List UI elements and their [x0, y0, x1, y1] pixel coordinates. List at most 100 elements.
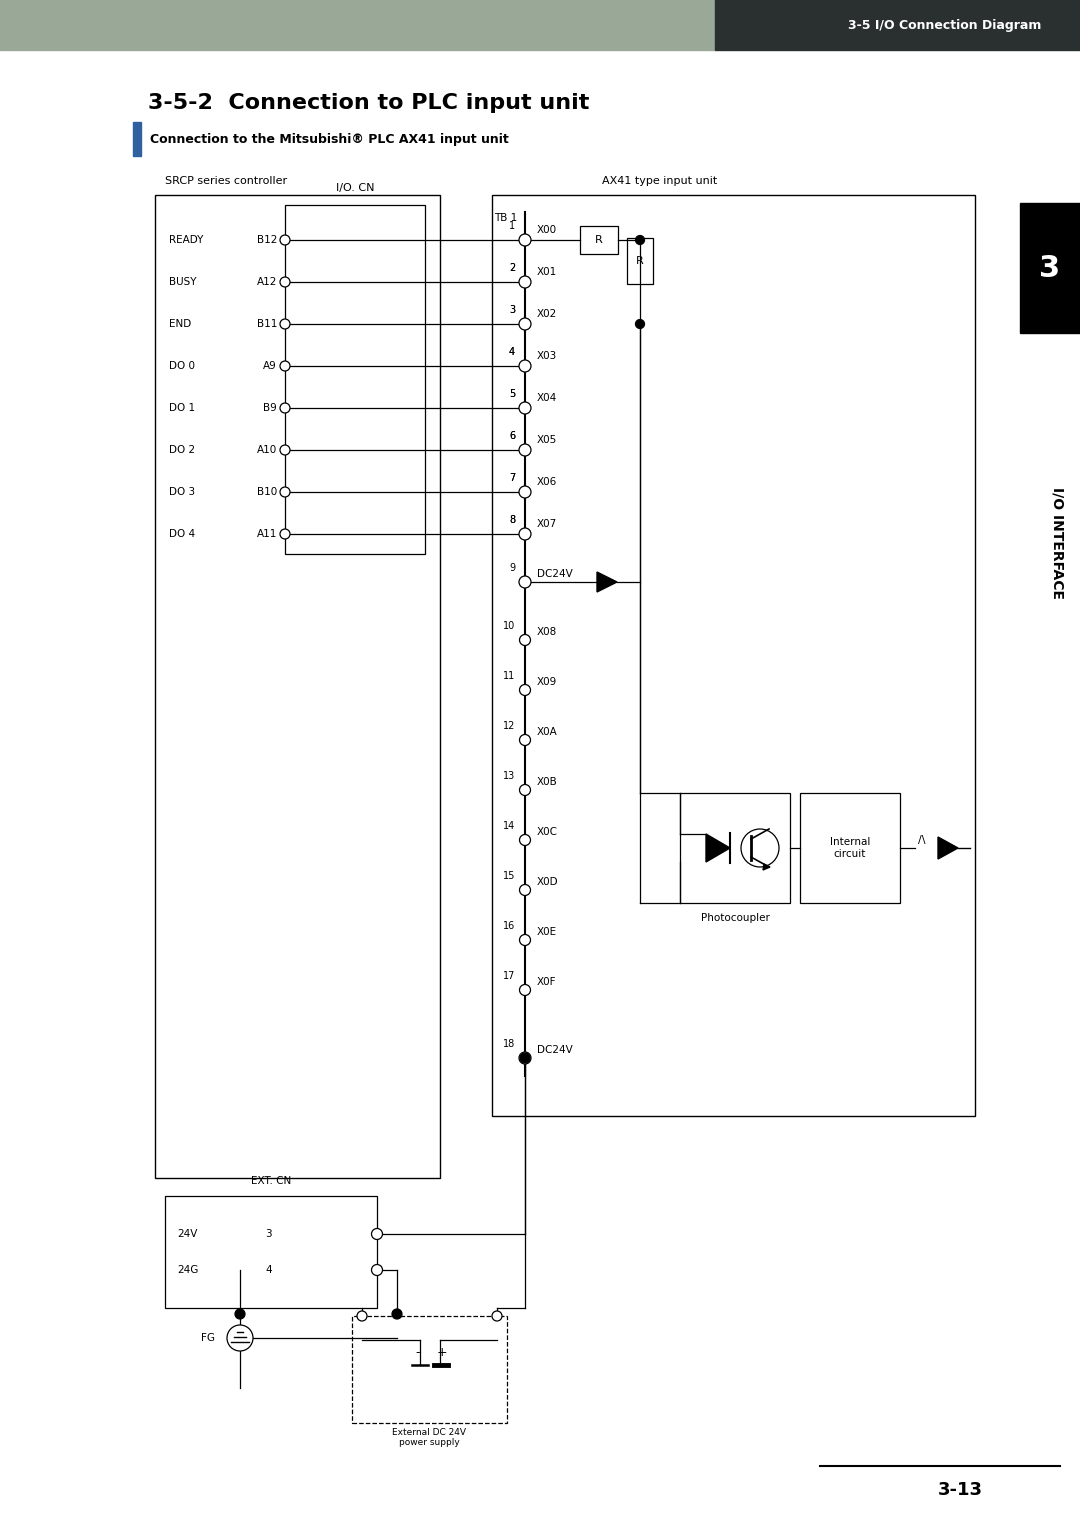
Text: 3: 3: [1039, 254, 1061, 283]
Text: X06: X06: [537, 477, 557, 487]
Circle shape: [519, 277, 531, 287]
Text: A10: A10: [257, 445, 276, 455]
Text: 3-13: 3-13: [937, 1481, 983, 1499]
Bar: [800, 793, 900, 903]
Text: 24G: 24G: [177, 1265, 199, 1274]
Circle shape: [372, 1229, 382, 1239]
Text: 4: 4: [509, 347, 515, 358]
Circle shape: [519, 784, 530, 796]
Text: 17: 17: [502, 970, 515, 981]
Text: 16: 16: [503, 921, 515, 931]
Circle shape: [280, 445, 291, 455]
Circle shape: [519, 885, 530, 895]
Text: 11: 11: [503, 671, 515, 681]
Text: 7: 7: [509, 474, 515, 483]
Circle shape: [280, 319, 291, 329]
Text: X05: X05: [537, 435, 557, 445]
Text: 8: 8: [509, 515, 515, 526]
Circle shape: [519, 445, 531, 455]
Text: 6: 6: [509, 431, 515, 442]
Polygon shape: [762, 863, 770, 869]
Text: X02: X02: [537, 309, 557, 319]
Text: I/O. CN: I/O. CN: [336, 183, 375, 193]
Text: X0E: X0E: [537, 927, 557, 937]
Circle shape: [280, 403, 291, 413]
Bar: [165, 1196, 377, 1308]
Text: External DC 24V
power supply: External DC 24V power supply: [392, 1429, 467, 1447]
Circle shape: [519, 486, 531, 498]
Text: 18: 18: [503, 1039, 515, 1050]
Text: X07: X07: [537, 520, 557, 529]
Text: 10: 10: [503, 620, 515, 631]
Text: FG: FG: [201, 1332, 215, 1343]
Text: BUSY: BUSY: [168, 277, 197, 287]
Circle shape: [280, 487, 291, 497]
Text: B12: B12: [257, 235, 276, 244]
Bar: [352, 1316, 507, 1423]
Circle shape: [635, 235, 645, 244]
Circle shape: [280, 529, 291, 539]
Text: B11: B11: [257, 319, 276, 329]
Bar: [1020, 203, 1080, 333]
Circle shape: [235, 1309, 245, 1319]
Text: 4: 4: [509, 347, 515, 358]
Text: DC24V: DC24V: [537, 1045, 572, 1054]
Circle shape: [392, 1309, 402, 1319]
Polygon shape: [939, 837, 958, 859]
Text: 3-5-2  Connection to PLC input unit: 3-5-2 Connection to PLC input unit: [148, 93, 590, 113]
Bar: [285, 205, 426, 555]
Text: +: +: [436, 1346, 447, 1358]
Circle shape: [280, 277, 291, 287]
Bar: [680, 793, 789, 903]
Text: DO 4: DO 4: [168, 529, 195, 539]
Bar: [580, 226, 618, 254]
Circle shape: [519, 1051, 531, 1063]
Text: 5: 5: [509, 390, 515, 399]
Text: 6: 6: [509, 431, 515, 442]
Text: 15: 15: [502, 871, 515, 882]
Text: A9: A9: [264, 361, 276, 371]
Bar: [715, 0, 1080, 50]
Text: 3: 3: [265, 1229, 272, 1239]
Text: DO 3: DO 3: [168, 487, 195, 497]
Polygon shape: [597, 571, 617, 591]
Circle shape: [519, 529, 531, 539]
Text: A11: A11: [257, 529, 276, 539]
Circle shape: [519, 634, 530, 645]
Bar: [156, 196, 440, 1178]
Text: X0A: X0A: [537, 727, 557, 736]
Text: /\: /\: [918, 834, 926, 845]
Text: 2: 2: [509, 263, 515, 274]
Circle shape: [635, 319, 645, 329]
Text: B9: B9: [264, 403, 276, 413]
Circle shape: [519, 984, 530, 996]
Text: Photocoupler: Photocoupler: [701, 914, 769, 923]
Text: DO 2: DO 2: [168, 445, 195, 455]
Text: TB 1: TB 1: [494, 212, 517, 223]
Text: B10: B10: [257, 487, 276, 497]
Text: 9: 9: [509, 562, 515, 573]
Text: AX41 type input unit: AX41 type input unit: [602, 176, 717, 186]
Circle shape: [280, 235, 291, 244]
Text: X08: X08: [537, 626, 557, 637]
Text: X04: X04: [537, 393, 557, 403]
Text: EXT. CN: EXT. CN: [251, 1177, 292, 1186]
Circle shape: [519, 576, 531, 588]
Text: 3: 3: [509, 306, 515, 315]
Bar: [627, 238, 653, 284]
Text: READY: READY: [168, 235, 203, 244]
Text: 13: 13: [503, 772, 515, 781]
Circle shape: [519, 402, 531, 414]
Text: 24V: 24V: [177, 1229, 198, 1239]
Circle shape: [280, 361, 291, 371]
Circle shape: [519, 318, 531, 330]
Circle shape: [519, 361, 531, 371]
Text: 8: 8: [509, 515, 515, 526]
Text: A12: A12: [257, 277, 276, 287]
Text: X0C: X0C: [537, 827, 558, 837]
Text: DO 0: DO 0: [168, 361, 195, 371]
Text: Internal
circuit: Internal circuit: [829, 837, 870, 859]
Text: I/O INTERFACE: I/O INTERFACE: [1051, 487, 1065, 599]
Text: 3: 3: [509, 306, 515, 315]
Circle shape: [519, 685, 530, 695]
